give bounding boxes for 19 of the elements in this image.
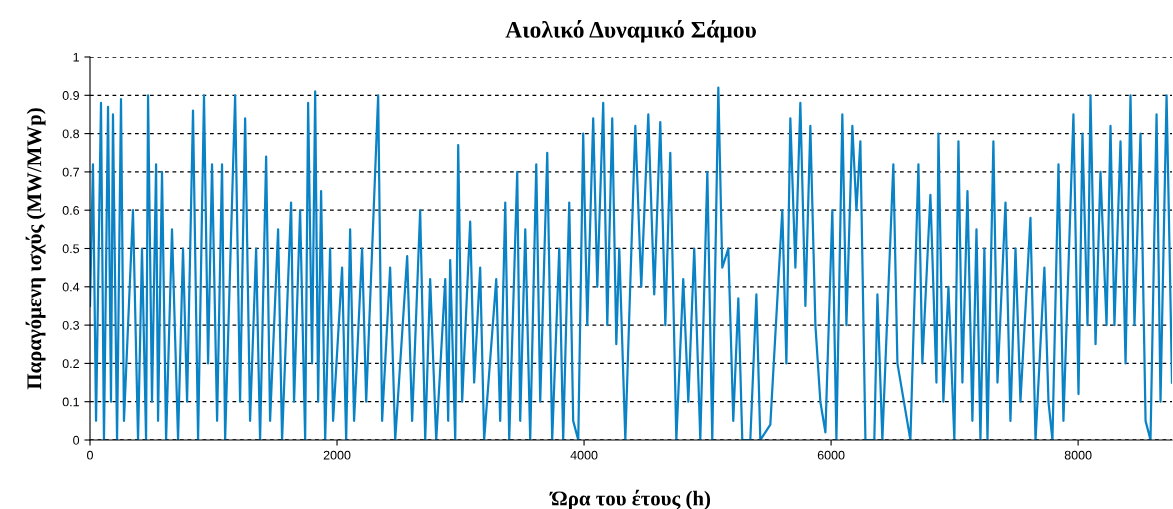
- y-tick-label: 0.3: [62, 320, 80, 330]
- y-tick-label: 0: [73, 435, 80, 445]
- x-tick-label: 4000: [570, 450, 598, 460]
- y-tick-label: 1: [73, 52, 79, 62]
- chart-title: Αιολικό Δυναμικό Σάμου: [505, 20, 756, 43]
- x-tick-label: 2000: [323, 450, 351, 460]
- y-tick-label: 0.7: [62, 167, 79, 177]
- y-tick-label: 0.6: [62, 206, 80, 215]
- y-tick-label: 0.4: [62, 282, 80, 292]
- y-tick-label: 0.9: [62, 91, 79, 100]
- y-tick-label: 0.5: [62, 244, 80, 254]
- y-tick-label: 0.8: [62, 129, 80, 139]
- y-tick-label: 0.1: [62, 397, 79, 407]
- y-axis-title: Παραγόμενη ισχύς (MW/MWp): [25, 108, 46, 390]
- x-tick-label: 0: [87, 450, 93, 460]
- x-axis-title: Ώρα του έτους (h): [549, 489, 711, 509]
- y-tick-label: 0.2: [62, 359, 79, 369]
- x-tick-label: 6000: [817, 450, 845, 460]
- x-tick-label: 8000: [1064, 450, 1092, 460]
